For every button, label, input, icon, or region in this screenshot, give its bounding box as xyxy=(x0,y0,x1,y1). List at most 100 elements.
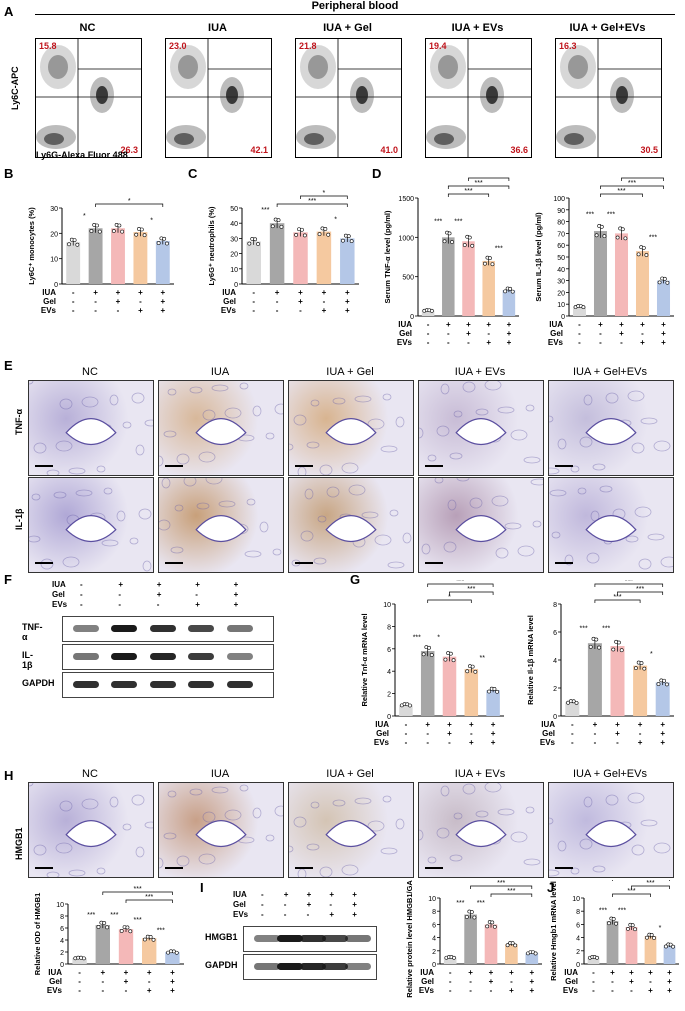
significance-label: *** xyxy=(110,912,118,919)
lumen xyxy=(65,820,117,848)
data-point xyxy=(620,227,625,232)
data-point xyxy=(162,236,167,241)
blot-band xyxy=(149,625,176,632)
lumen xyxy=(195,515,247,543)
gland xyxy=(103,487,113,495)
chart-b: 0 10 20 30 Ly6C⁺ monocytes (%) * * * IUA - + + + + Gel… xyxy=(20,176,180,331)
gland xyxy=(297,466,307,475)
gland xyxy=(583,394,593,406)
gland xyxy=(265,834,275,842)
treatment-symbol: - xyxy=(578,329,581,338)
data-point xyxy=(67,242,71,247)
gland xyxy=(436,425,450,437)
significance-label: *** xyxy=(646,880,654,887)
data-point xyxy=(89,229,94,233)
blot-band xyxy=(73,653,99,660)
data-point xyxy=(442,239,447,244)
bar-1 xyxy=(88,228,103,284)
ihc-row-label-il1b: IL-1β xyxy=(14,508,24,531)
data-point xyxy=(279,224,284,229)
treatment-symbol: + xyxy=(466,320,471,329)
y-axis-label: Ly6C⁺ monocytes (%) xyxy=(27,207,36,285)
significance-bracket xyxy=(617,591,664,595)
gland xyxy=(53,491,67,499)
significance-label: *** xyxy=(602,625,610,632)
gland xyxy=(289,845,294,853)
bar-2 xyxy=(442,656,457,716)
scale-bar xyxy=(165,562,183,564)
gland xyxy=(495,547,509,559)
data-point xyxy=(97,229,102,234)
gland xyxy=(31,493,41,501)
gland xyxy=(68,467,86,475)
gland xyxy=(592,463,606,471)
data-point xyxy=(485,924,490,929)
significance-label: ** xyxy=(479,655,485,662)
treatment-symbol: + xyxy=(160,288,165,297)
y-tick-label: 0 xyxy=(60,962,64,969)
blot-treatment-symbol: + xyxy=(233,580,239,589)
blot-band xyxy=(322,963,349,970)
treatment-symbol: + xyxy=(640,338,645,347)
y-tick-label: 30 xyxy=(50,206,58,213)
gland xyxy=(517,545,535,557)
gland xyxy=(570,867,580,875)
panel-label-b: B xyxy=(4,166,14,181)
gland xyxy=(382,393,392,401)
bar-4 xyxy=(165,952,180,964)
treatment-symbol: - xyxy=(571,738,574,747)
gland xyxy=(293,816,307,828)
blot-row-label: GAPDH xyxy=(205,960,238,970)
treatment-symbol: + xyxy=(598,320,603,329)
y-tick-label: 1500 xyxy=(398,196,414,203)
data-point xyxy=(574,700,579,705)
ihc-image xyxy=(28,477,154,573)
treatment-label-gel: Gel xyxy=(542,729,555,738)
gland xyxy=(244,550,262,558)
bar-2 xyxy=(625,927,638,964)
blot-treatment-symbol: - xyxy=(156,600,160,609)
ihc-row-label-tnf: TNF-α xyxy=(14,408,24,435)
treatment-symbol: - xyxy=(449,968,452,977)
treatment-symbol: - xyxy=(426,738,429,747)
gland xyxy=(81,396,99,408)
data-point xyxy=(611,917,616,921)
y-tick-label: 30 xyxy=(230,236,238,243)
gland xyxy=(638,558,652,570)
data-point xyxy=(597,645,602,650)
treatment-symbol: - xyxy=(323,297,326,306)
scale-bar xyxy=(35,867,53,869)
flow-x-axis-label: Ly6G-Alexa Fluor 488 xyxy=(36,150,128,160)
gland xyxy=(440,383,450,395)
data-point xyxy=(270,224,275,229)
treatment-symbol: - xyxy=(117,306,120,315)
data-point xyxy=(142,233,147,238)
treatment-label-iua: IUA xyxy=(549,320,563,329)
data-point xyxy=(588,644,593,649)
data-point xyxy=(657,280,662,285)
gland xyxy=(549,869,560,877)
blot-treatment-symbol: + xyxy=(233,590,239,599)
blot-band xyxy=(322,935,349,942)
tissue-texture xyxy=(421,478,543,559)
gland xyxy=(55,842,73,854)
data-point xyxy=(594,637,599,642)
gland xyxy=(138,508,152,520)
y-tick-label: 8 xyxy=(60,914,64,921)
blot-treatment-symbol: - xyxy=(118,600,122,609)
significance-bracket xyxy=(612,893,651,897)
gland xyxy=(224,809,242,821)
bar-2 xyxy=(111,228,125,284)
density-blob-5 xyxy=(616,86,628,104)
significance-bracket xyxy=(300,195,348,199)
treatment-symbol: + xyxy=(615,729,620,738)
bar-3 xyxy=(482,260,495,316)
treatment-symbol: + xyxy=(298,297,303,306)
gland xyxy=(341,864,359,876)
treatment-symbol: + xyxy=(593,720,598,729)
data-point xyxy=(490,920,495,925)
y-tick-label: 40 xyxy=(557,267,565,274)
